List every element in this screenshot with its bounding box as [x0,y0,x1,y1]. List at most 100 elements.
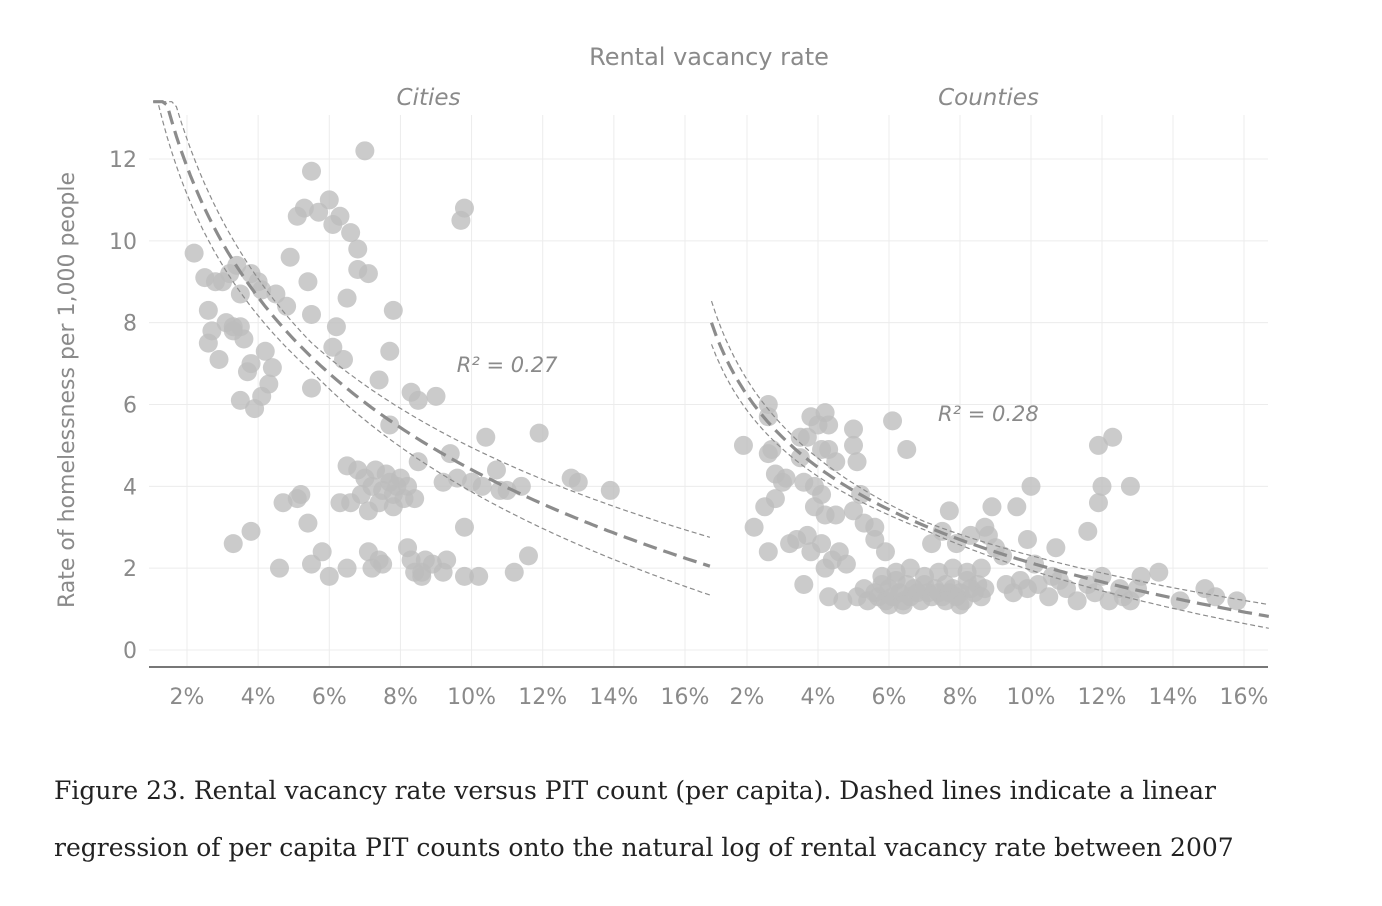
data-point [309,202,329,222]
data-point [266,284,286,304]
data-point [277,296,297,316]
data-point [1046,538,1066,558]
data-point [291,485,311,505]
data-point [408,390,428,410]
x-tick-label: 6% [872,685,907,710]
data-point [1113,587,1133,607]
data-point [1007,497,1027,517]
data-point [1128,579,1147,599]
data-point [1017,530,1037,550]
data-point [765,489,785,509]
data-point [209,349,229,369]
data-point [373,554,393,574]
y-tick-label: 2 [123,557,137,582]
data-point [844,419,863,439]
data-point [982,497,1002,517]
data-point [319,190,339,210]
data-point [1149,562,1169,582]
data-point [847,452,867,472]
data-point [433,472,453,492]
data-point [198,333,218,353]
data-point [797,525,817,545]
data-point [223,317,243,337]
data-point [1088,493,1108,513]
data-point [897,440,917,460]
regression-line [709,322,1270,618]
x-tick-label: 4% [241,685,276,710]
data-point [600,480,620,500]
data-point [758,407,778,427]
data-point [184,243,204,263]
data-point [326,317,346,337]
data-point [454,198,474,218]
data-point [319,566,339,586]
data-point [486,460,506,480]
regression-line [153,100,711,568]
data-point [790,448,810,468]
data-point [280,247,300,267]
data-point [273,493,293,513]
data-point [302,378,321,398]
data-point [469,566,489,586]
data-point [568,472,588,492]
data-point [744,517,764,537]
data-point [1092,476,1112,496]
r-squared-label: R² = 0.28 [938,402,1039,426]
data-point [312,542,332,562]
data-point [348,239,368,259]
data-point [826,452,846,472]
data-point [971,558,991,578]
confidence-band-upper [710,300,1269,606]
y-tick-label: 4 [123,475,137,500]
data-point [405,489,425,509]
x-tick-label: 10% [447,685,496,710]
figure-caption: Figure 23. Rental vacancy rate versus PI… [54,762,1354,876]
confidence-band-lower [153,101,711,596]
data-point [939,501,959,521]
data-point [198,300,218,320]
y-tick-label: 8 [123,312,137,337]
data-point [323,337,343,357]
data-point [879,595,899,615]
data-point [223,534,243,554]
data-point [454,517,474,537]
x-tick-label: 4% [801,685,836,710]
data-point [504,562,524,582]
data-point [518,546,538,566]
confidence-band-lower [710,344,1269,629]
data-point [355,141,375,161]
data-point [337,288,357,308]
data-point [922,534,942,554]
x-tick-label: 10% [1007,685,1056,710]
data-point [341,223,361,243]
data-point [844,501,863,521]
data-point [511,476,531,496]
data-point [950,595,970,615]
x-tick-label: 16% [661,685,710,710]
data-point [1078,521,1098,541]
data-point [437,550,457,570]
panel-cities: 2% 4% 6% 8% 10% 12% 14% 16% Cities R² = 0.27 [153,85,711,710]
data-point [294,198,314,218]
x-tick-label: 6% [312,685,347,710]
data-point [797,427,817,447]
data-point [426,386,446,406]
data-point [812,534,832,554]
data-point [733,435,753,455]
data-point [1039,587,1059,607]
data-point [334,349,354,369]
caption-line-2: regression of per capita PIT counts onto… [54,833,1234,862]
caption-line-1: Figure 23. Rental vacancy rate versus PI… [54,776,1216,805]
data-point [776,468,796,488]
data-point [794,575,814,595]
data-point [447,468,467,488]
data-point [1206,587,1226,607]
data-point [490,480,510,500]
data-point [758,542,778,562]
x-tick-label: 8% [383,685,418,710]
data-point [383,497,403,517]
data-point [883,411,903,431]
data-point [1120,476,1140,496]
data-point [358,264,378,284]
x-tick-label: 14% [1149,685,1198,710]
